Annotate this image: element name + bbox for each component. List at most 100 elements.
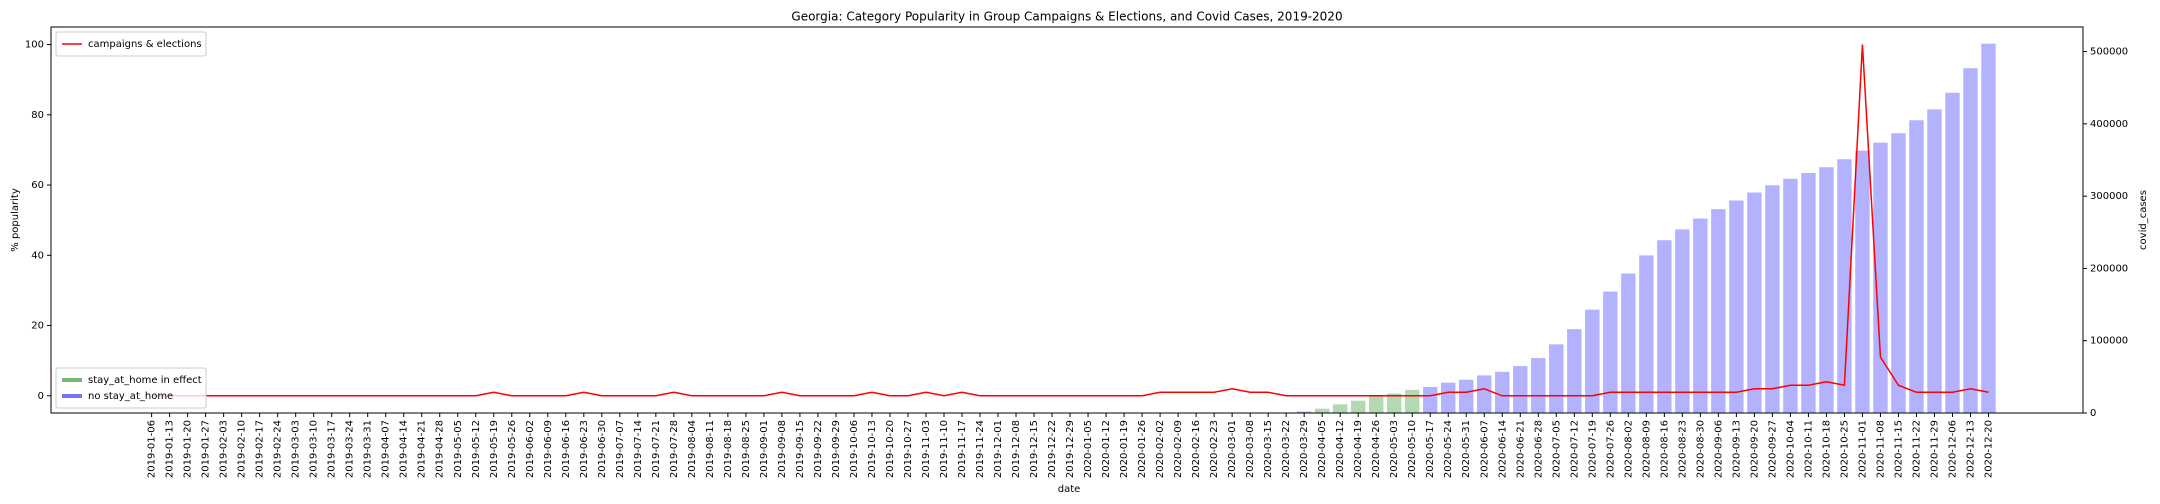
bar bbox=[1603, 291, 1618, 413]
x-tick-label: 2019-04-14 bbox=[399, 420, 410, 478]
bar bbox=[1368, 396, 1384, 413]
x-tick-label: 2019-08-04 bbox=[687, 420, 698, 478]
bar bbox=[1549, 344, 1564, 413]
x-tick-label: 2019-12-15 bbox=[1029, 420, 1040, 478]
x-tick-label: 2020-08-09 bbox=[1641, 420, 1652, 478]
bar bbox=[1513, 366, 1528, 413]
x-tick-label: 2020-12-13 bbox=[1965, 420, 1976, 478]
bar bbox=[1531, 358, 1546, 413]
bar bbox=[1909, 120, 1924, 413]
bar bbox=[1332, 404, 1348, 413]
x-tick-label: 2019-05-26 bbox=[507, 420, 518, 478]
y-tick-label: 40 bbox=[31, 250, 44, 261]
y-axis-label: % popularity bbox=[10, 188, 21, 252]
x-tick-label: 2020-04-05 bbox=[1317, 420, 1328, 478]
bar bbox=[1837, 159, 1852, 413]
x-tick-label: 2020-01-19 bbox=[1119, 420, 1130, 478]
x-tick-label: 2019-03-24 bbox=[345, 420, 356, 478]
bar bbox=[1296, 411, 1312, 413]
legend-label: campaigns & elections bbox=[88, 39, 202, 50]
bar bbox=[1495, 371, 1510, 413]
y-tick-label: 60 bbox=[31, 180, 44, 191]
y2-tick-label: 500000 bbox=[2090, 47, 2128, 58]
y2-tick-label: 300000 bbox=[2090, 191, 2128, 202]
x-tick-label: 2020-01-26 bbox=[1137, 420, 1148, 478]
x-tick-label: 2020-03-15 bbox=[1263, 420, 1274, 478]
line bbox=[151, 44, 1989, 397]
bar bbox=[1927, 109, 1942, 414]
x-tick-label: 2019-08-11 bbox=[705, 420, 716, 478]
bar bbox=[1314, 408, 1330, 413]
x-tick-label: 2020-05-31 bbox=[1461, 420, 1472, 478]
x-tick-label: 2020-06-21 bbox=[1515, 420, 1526, 478]
bar bbox=[1855, 150, 1870, 413]
x-tick-label: 2019-10-20 bbox=[885, 420, 896, 478]
x-tick-label: 2020-12-06 bbox=[1947, 420, 1958, 478]
legend-box bbox=[55, 367, 207, 409]
x-tick-label: 2019-10-06 bbox=[849, 420, 860, 478]
bar bbox=[1675, 229, 1690, 413]
x-tick-label: 2019-06-23 bbox=[579, 420, 590, 478]
x-tick-label: 2019-09-01 bbox=[759, 420, 770, 478]
x-tick-label: 2019-08-18 bbox=[723, 420, 734, 478]
x-tick-label: 2019-09-08 bbox=[777, 420, 788, 478]
x-tick-label: 2020-06-07 bbox=[1479, 420, 1490, 478]
x-tick-label: 2020-04-26 bbox=[1371, 420, 1382, 478]
x-tick-label: 2019-08-25 bbox=[741, 420, 752, 478]
x-tick-label: 2019-03-10 bbox=[309, 420, 320, 478]
x-tick-label: 2019-04-07 bbox=[381, 420, 392, 478]
x-tick-label: 2020-08-23 bbox=[1677, 420, 1688, 478]
x-tick-label: 2019-11-03 bbox=[921, 420, 932, 478]
x-tick-label: 2020-04-19 bbox=[1353, 420, 1364, 478]
x-tick-label: 2020-02-09 bbox=[1173, 420, 1184, 478]
x-tick-label: 2019-07-07 bbox=[615, 420, 626, 478]
bar bbox=[1639, 255, 1654, 413]
x-tick-label: 2020-01-05 bbox=[1083, 420, 1094, 478]
x-tick-label: 2020-08-16 bbox=[1659, 420, 1670, 478]
bar bbox=[1693, 218, 1708, 413]
x-tick-label: 2019-07-28 bbox=[669, 420, 680, 478]
x-tick-label: 2020-02-16 bbox=[1191, 420, 1202, 478]
x-tick-label: 2019-04-21 bbox=[417, 420, 428, 478]
y-tick-label: 20 bbox=[31, 321, 44, 332]
x-tick-label: 2020-05-24 bbox=[1443, 420, 1454, 478]
x-tick-label: 2019-09-22 bbox=[813, 420, 824, 478]
x-tick-label: 2020-03-22 bbox=[1281, 420, 1292, 478]
y-tick-label: 100 bbox=[25, 40, 44, 51]
x-tick-label: 2020-07-05 bbox=[1551, 420, 1562, 478]
x-tick-label: 2020-09-06 bbox=[1713, 420, 1724, 478]
bar bbox=[1423, 386, 1438, 413]
x-tick-label: 2020-10-11 bbox=[1803, 420, 1814, 478]
legend-box bbox=[55, 31, 207, 57]
x-tick-label: 2019-07-21 bbox=[651, 420, 662, 478]
y2-tick-label: 200000 bbox=[2090, 263, 2128, 274]
bar bbox=[1567, 329, 1582, 413]
x-tick-label: 2020-10-18 bbox=[1821, 420, 1832, 478]
x-tick-label: 2020-09-13 bbox=[1731, 420, 1742, 478]
x-tick-label: 2019-01-06 bbox=[147, 420, 158, 478]
x-tick-label: 2019-09-29 bbox=[831, 420, 842, 478]
x-tick-label: 2020-04-12 bbox=[1335, 420, 1346, 478]
x-tick-label: 2020-02-23 bbox=[1209, 420, 1220, 478]
y2-tick-label: 400000 bbox=[2090, 119, 2128, 130]
x-tick-label: 2019-10-27 bbox=[903, 420, 914, 478]
legend: campaigns & elections bbox=[55, 31, 207, 57]
bar bbox=[1621, 273, 1636, 413]
x-tick-label: 2020-03-08 bbox=[1245, 420, 1256, 478]
bar bbox=[1711, 209, 1726, 413]
x-tick-label: 2020-11-08 bbox=[1875, 420, 1886, 478]
x-tick-label: 2020-08-30 bbox=[1695, 420, 1706, 478]
x-tick-label: 2020-06-28 bbox=[1533, 420, 1544, 478]
x-tick-label: 2019-12-29 bbox=[1065, 420, 1076, 478]
bar bbox=[1891, 133, 1906, 413]
x-tick-label: 2020-10-04 bbox=[1785, 420, 1796, 478]
x-tick-label: 2020-11-22 bbox=[1911, 420, 1922, 478]
bar bbox=[1350, 400, 1366, 413]
bar bbox=[1441, 382, 1456, 413]
y2-tick-label: 0 bbox=[2090, 408, 2096, 419]
x-tick-label: 2020-09-27 bbox=[1767, 420, 1778, 478]
bar bbox=[1981, 43, 1996, 414]
x-tick-label: 2019-09-15 bbox=[795, 420, 806, 478]
x-tick-label: 2020-05-03 bbox=[1389, 420, 1400, 478]
